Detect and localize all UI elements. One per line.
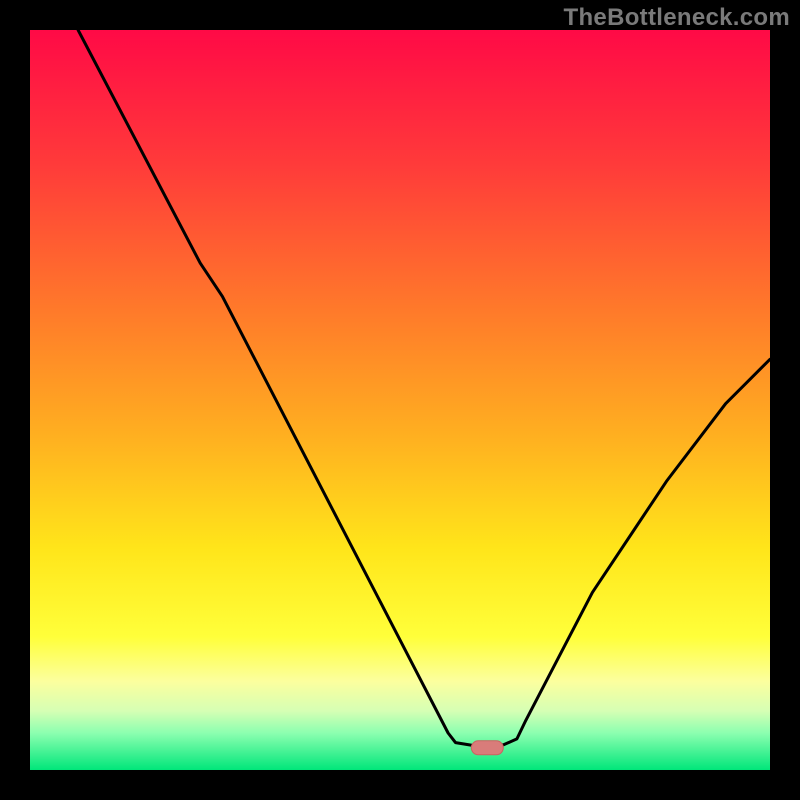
plot-background <box>30 30 770 770</box>
optimal-marker <box>471 741 503 755</box>
watermark-text: TheBottleneck.com <box>564 4 790 32</box>
chart-stage: TheBottleneck.com <box>0 0 800 800</box>
bottleneck-curve-chart <box>0 0 800 800</box>
